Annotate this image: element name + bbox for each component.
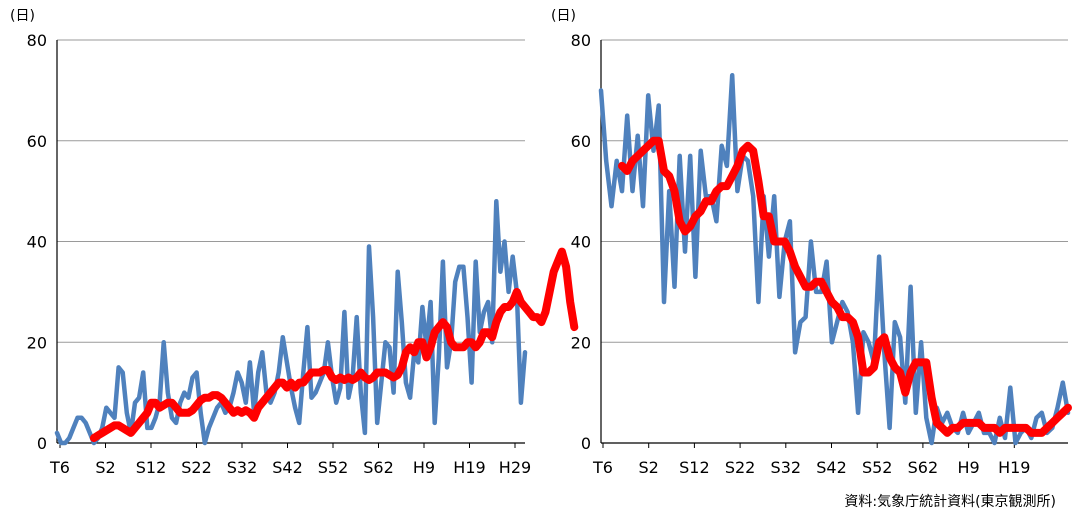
y-tick-label: 20 (27, 333, 47, 352)
annual-series-line (598, 73, 1071, 446)
annual-series-line (54, 198, 528, 446)
y-tick-label: 40 (27, 233, 47, 252)
moving-average-line (618, 136, 1072, 437)
x-tick-label: T6 (49, 458, 70, 477)
y-tick-label: 0 (37, 434, 47, 453)
source-note: 資料:気象庁統計資料(東京観測所) (844, 494, 1056, 510)
y-tick-label: 0 (581, 434, 591, 453)
y-tick-label: 60 (27, 132, 47, 151)
x-tick-label: S62 (908, 458, 939, 477)
x-tick-label: S22 (181, 458, 212, 477)
x-tick-label: S52 (318, 458, 349, 477)
x-tick-label: H29 (499, 458, 531, 477)
x-tick-label: S22 (725, 458, 756, 477)
y-tick-label: 80 (571, 31, 591, 50)
x-tick-label: T6 (592, 458, 613, 477)
y-tick-label: 40 (571, 233, 591, 252)
x-tick-label: S52 (862, 458, 893, 477)
x-tick-label: S42 (272, 458, 303, 477)
x-tick-label: S32 (771, 458, 802, 477)
x-tick-label: H9 (413, 458, 435, 477)
moving-average-line (89, 247, 579, 442)
x-tick-label: H9 (957, 458, 979, 477)
x-tick-label: S12 (136, 458, 167, 477)
x-tick-label: S2 (639, 458, 659, 477)
x-tick-label: H19 (453, 458, 485, 477)
y-tick-label: 60 (571, 132, 591, 151)
y-tick-label: 20 (571, 333, 591, 352)
y-unit-label: (日) (551, 8, 576, 24)
y-unit-label: (日) (10, 8, 35, 24)
y-tick-label: 80 (27, 31, 47, 50)
x-tick-label: S32 (227, 458, 258, 477)
x-tick-label: H19 (998, 458, 1030, 477)
x-tick-label: S2 (95, 458, 115, 477)
x-tick-label: S62 (363, 458, 394, 477)
x-tick-label: S42 (816, 458, 847, 477)
x-tick-label: S12 (679, 458, 710, 477)
